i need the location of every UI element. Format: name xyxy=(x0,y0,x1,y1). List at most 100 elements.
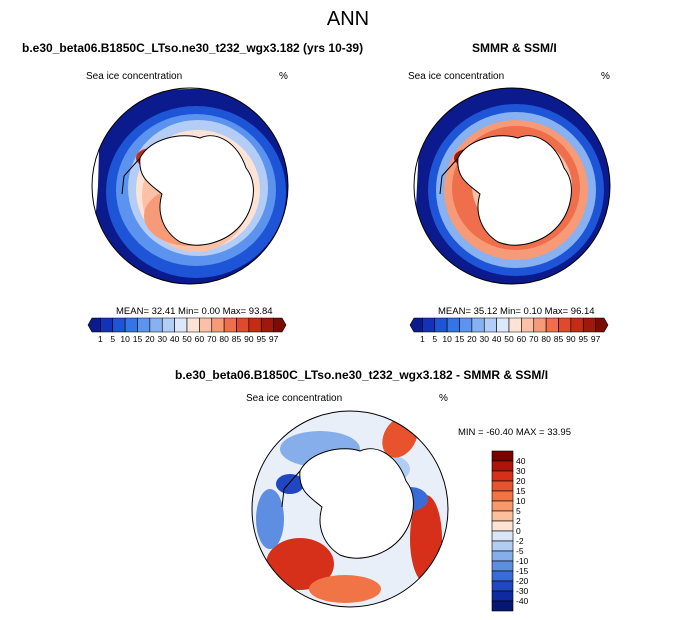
diff-colorbar-tick-label: -5 xyxy=(516,546,524,556)
obs-colorbar-tick-label: 97 xyxy=(590,334,601,344)
model-stats: MEAN= 32.41 Min= 0.00 Max= 93.84 xyxy=(116,306,273,317)
model-colorbar-swatch xyxy=(273,317,287,333)
diff-map xyxy=(251,410,449,608)
diff-colorbar-swatch xyxy=(491,580,514,592)
obs-colorbar-labels: 1 5 10 15 20 30 40 50 60 70 80 85 90 95 97 xyxy=(410,334,608,346)
obs-colorbar-tick-label: 70 xyxy=(529,334,539,344)
diff-colorbar-tick-label: 30 xyxy=(516,466,526,476)
obs-colorbar-tick-label: 15 xyxy=(454,334,465,344)
model-colorbar-tick-label: 30 xyxy=(157,334,167,344)
diff-colorbar-swatch xyxy=(491,510,514,522)
diff-colorbar-swatch xyxy=(491,470,514,482)
obs-colorbar-swatch xyxy=(582,317,596,333)
model-colorbar-labels: 1 5 10 15 20 30 40 50 60 70 80 85 90 95 97 xyxy=(88,334,286,346)
model-colorbar-tick-label: 85 xyxy=(231,334,242,344)
model-colorbar-swatch xyxy=(100,317,114,333)
model-colorbar-tick-label: 20 xyxy=(145,334,155,344)
diff-colorbar-tick-label: -15 xyxy=(516,566,529,576)
obs-colorbar-swatch xyxy=(483,317,497,333)
obs-colorbar-swatch xyxy=(558,317,572,333)
obs-colorbar-swatch xyxy=(570,317,584,333)
diff-colorbar-swatch xyxy=(491,530,514,542)
diff-colorbar-swatch xyxy=(491,450,514,462)
obs-colorbar-swatch xyxy=(446,317,460,333)
diff-colorbar-tick-label: 20 xyxy=(516,476,526,486)
model-colorbar-tick-label: 15 xyxy=(132,334,143,344)
obs-colorbar-tick-label: 90 xyxy=(566,334,576,344)
obs-stats: MEAN= 35.12 Min= 0.10 Max= 96.14 xyxy=(438,306,595,317)
model-colorbar-swatch xyxy=(87,317,101,333)
model-colorbar-swatch xyxy=(137,317,151,333)
model-colorbar-tick-label: 95 xyxy=(256,334,266,344)
diff-colorbar-tick-label: 15 xyxy=(516,486,526,496)
diff-colorbar-swatch xyxy=(491,460,514,472)
model-colorbar-tick-label: 40 xyxy=(169,334,180,344)
obs-colorbar-swatch xyxy=(545,317,559,333)
model-field-label: Sea ice concentration xyxy=(86,71,183,82)
obs-colorbar-swatch xyxy=(533,317,547,333)
model-map xyxy=(91,87,289,285)
obs-colorbar-tick-label: 30 xyxy=(479,334,489,344)
diff-colorbar-swatch xyxy=(491,590,514,602)
diff-colorbar-tick-label: 0 xyxy=(516,526,521,536)
obs-colorbar-tick-label: 95 xyxy=(578,334,588,344)
model-colorbar-tick-label: 1 xyxy=(98,334,103,344)
diff-colorbar-tick-label: -40 xyxy=(516,596,529,606)
obs-colorbar-swatch xyxy=(496,317,510,333)
diff-panel-header: b.e30_beta06.B1850C_LTso.ne30_t232_wgx3.… xyxy=(175,368,549,382)
diff-colorbar-swatch xyxy=(491,500,514,512)
diff-colorbar-tick-label: 40 xyxy=(516,456,526,466)
obs-colorbar-swatch xyxy=(459,317,473,333)
obs-colorbar-swatch xyxy=(595,317,609,333)
diff-stats: MIN = -60.40 MAX = 33.95 xyxy=(458,427,572,438)
diff-colorbar-swatch xyxy=(491,540,514,552)
figure-title: ANN xyxy=(326,8,370,30)
obs-panel-header: SMMR & SSM/I xyxy=(472,41,557,55)
obs-colorbar-tick-label: 50 xyxy=(504,334,514,344)
diff-colorbar-swatch xyxy=(491,520,514,532)
model-colorbar-swatch xyxy=(236,317,250,333)
obs-colorbar-swatch xyxy=(521,317,535,333)
diff-colorbar-tick-label: -20 xyxy=(516,576,529,586)
obs-units: % xyxy=(601,71,610,82)
model-colorbar-tick-label: 70 xyxy=(207,334,217,344)
obs-colorbar-swatch xyxy=(508,317,522,333)
diff-colorbar-tick-label: 2 xyxy=(516,516,521,526)
diff-colorbar-tick-label: -10 xyxy=(516,556,529,566)
diff-colorbar xyxy=(491,450,514,612)
diff-colorbar-tick-label: 5 xyxy=(516,506,521,516)
diff-colorbar-swatch xyxy=(491,550,514,562)
diff-colorbar-labels: 40 30 20 15 10 5 2 0 -2 -5 -10 -15 -20 -30 -40 xyxy=(516,451,556,611)
obs-colorbar-tick-label: 80 xyxy=(541,334,551,344)
model-colorbar-swatch xyxy=(248,317,262,333)
obs-colorbar-tick-label: 10 xyxy=(442,334,452,344)
obs-colorbar-tick-label: 60 xyxy=(516,334,527,344)
model-colorbar-tick-label: 50 xyxy=(182,334,192,344)
model-panel-header: b.e30_beta06.B1850C_LTso.ne30_t232_wgx3.… xyxy=(22,41,364,55)
model-colorbar-tick-label: 10 xyxy=(120,334,130,344)
model-colorbar-swatch xyxy=(223,317,237,333)
obs-colorbar-swatch xyxy=(422,317,436,333)
model-colorbar-tick-label: 90 xyxy=(244,334,254,344)
obs-colorbar-swatch xyxy=(471,317,485,333)
model-colorbar-swatch xyxy=(186,317,200,333)
obs-colorbar-tick-label: 5 xyxy=(432,334,438,344)
model-colorbar xyxy=(87,317,287,333)
obs-colorbar-tick-label: 1 xyxy=(420,334,425,344)
model-colorbar-swatch xyxy=(149,317,163,333)
model-colorbar-tick-label: 97 xyxy=(268,334,279,344)
diff-colorbar-tick-label: 10 xyxy=(516,496,526,506)
obs-colorbar-tick-label: 85 xyxy=(553,334,564,344)
obs-colorbar-swatch xyxy=(434,317,448,333)
diff-colorbar-tick-label: -2 xyxy=(516,536,524,546)
obs-colorbar-swatch xyxy=(409,317,423,333)
model-colorbar-swatch xyxy=(112,317,126,333)
model-colorbar-tick-label: 60 xyxy=(194,334,205,344)
diff-colorbar-tick-label: -30 xyxy=(516,586,529,596)
diff-colorbar-swatch xyxy=(491,600,514,612)
model-colorbar-swatch xyxy=(211,317,225,333)
diff-colorbar-swatch xyxy=(491,570,514,582)
model-colorbar-swatch xyxy=(124,317,138,333)
diff-units: % xyxy=(439,393,448,404)
obs-colorbar-tick-label: 20 xyxy=(467,334,477,344)
